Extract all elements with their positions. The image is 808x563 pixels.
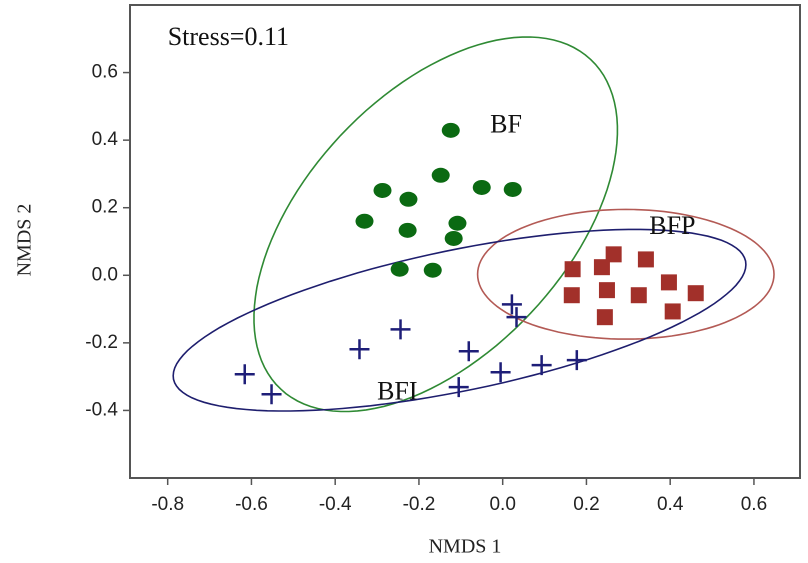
x-tick-label: 0.4 [657,494,684,515]
y-tick-label: -0.2 [85,332,118,353]
point [398,222,417,238]
y-tick-label: 0.0 [92,264,118,285]
point [444,230,463,246]
group-label: BFI [377,377,417,406]
confidence-ellipse [172,228,747,412]
point [598,282,615,299]
point [687,285,704,302]
x-tick-label: -0.2 [403,494,436,515]
point [261,384,282,405]
point [441,122,460,138]
group-label: BFP [649,211,695,240]
y-tick-label: 0.4 [92,129,119,150]
point [637,251,654,268]
x-tick-label: -0.4 [319,494,352,515]
y-tick-label: 0.6 [92,62,118,83]
point [660,274,677,291]
point [458,341,479,362]
plot-frame [129,4,801,479]
point [234,364,255,385]
point [472,179,491,195]
point [390,319,411,340]
point [531,355,552,376]
point [564,261,581,278]
x-tick-label: -0.8 [151,494,184,515]
point [501,294,522,315]
annotation: Stress=0.11 [168,22,289,51]
point [630,287,647,304]
point [355,213,374,229]
point [490,362,511,383]
x-tick-label: 0.6 [741,494,767,515]
y-tick-label: -0.4 [85,399,118,420]
point [373,182,392,198]
x-tick-label: -0.6 [235,494,268,515]
point [503,181,522,197]
x-tick-label: 0.2 [573,494,599,515]
point [349,339,370,360]
point [593,259,610,276]
point [448,377,469,398]
point [506,307,527,328]
point [399,191,418,207]
point [390,261,409,277]
point [448,215,467,231]
y-tick-label: 0.2 [92,197,118,218]
point [605,246,622,263]
point [563,287,580,304]
group-label: BF [490,110,522,139]
confidence-ellipse [476,208,775,340]
x-tick-label: 0.0 [489,494,515,515]
point [423,262,442,278]
x-axis-label: NMDS 1 [429,536,502,558]
point [664,303,681,320]
point [431,167,450,183]
point [596,309,613,326]
point [566,350,587,371]
y-axis-label: NMDS 2 [14,204,36,277]
confidence-ellipse [253,36,619,413]
